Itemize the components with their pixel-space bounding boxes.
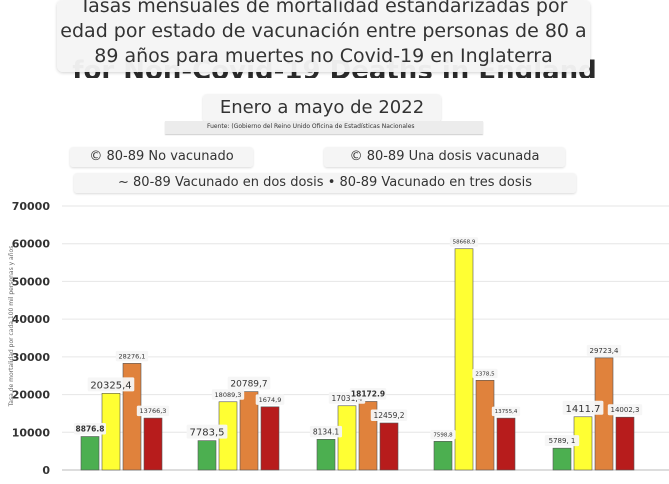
svg-text:1411.7: 1411.7 (566, 404, 601, 415)
svg-text:13766,3: 13766,3 (140, 407, 167, 415)
data-label: 20789,7 (227, 376, 271, 390)
svg-text:1674,9: 1674,9 (259, 396, 282, 404)
legend-item-unvaccinated[interactable]: © 80-89 No vacunado (70, 147, 253, 167)
data-label: 13755,4 (491, 406, 521, 417)
chart-subtitle: Enero a mayo de 2022 (203, 94, 441, 122)
bar (379, 422, 399, 471)
y-tick-label: 30000 (12, 351, 51, 364)
svg-text:17031,4: 17031,4 (331, 394, 362, 403)
y-tick-label: 70000 (12, 200, 51, 213)
bar (337, 405, 357, 471)
svg-text:58668,9: 58668,9 (453, 240, 476, 246)
chart-title: Tasas mensuales de mortalidad estandariz… (60, 0, 587, 67)
svg-text:28276,1: 28276,1 (119, 352, 146, 360)
data-label: 5789, 1 (544, 435, 580, 447)
bar (433, 441, 453, 471)
bar (197, 440, 217, 471)
data-label: 58668,9 (449, 237, 479, 247)
data-label: 7783,5 (186, 424, 228, 439)
svg-text:12459,2: 12459,2 (373, 411, 404, 420)
bar (239, 391, 259, 471)
bar (260, 406, 280, 471)
bar (316, 439, 336, 471)
y-tick-label: 20000 (12, 389, 51, 402)
data-label: 18172.9 (349, 387, 387, 400)
svg-text:8876.8: 8876.8 (76, 425, 105, 434)
y-tick-label: 0 (42, 464, 50, 477)
data-label: 28276,1 (115, 350, 149, 362)
data-label: 12459,2 (370, 409, 408, 422)
svg-text:8134.1: 8134.1 (313, 427, 339, 436)
svg-text:5789, 1: 5789, 1 (549, 437, 576, 445)
bar (475, 379, 495, 471)
bar (454, 248, 474, 471)
bar (496, 417, 516, 471)
chart-title-box: Tasas mensuales de mortalidad estandariz… (57, 0, 590, 72)
y-tick-label: 40000 (12, 313, 51, 326)
bar (552, 447, 572, 471)
data-label: 20325,4 (87, 377, 135, 392)
bar (615, 416, 635, 471)
data-label: 14002,3 (607, 404, 643, 416)
svg-text:20789,7: 20789,7 (230, 380, 267, 390)
bar (80, 436, 100, 471)
data-label: 2378,5 (472, 368, 498, 379)
chart-source: Fuente: (Gobierno del Reino Unido Oficin… (165, 121, 483, 134)
y-tick-label: 50000 (12, 275, 51, 288)
svg-text:18089,3: 18089,3 (215, 391, 242, 399)
legend-item-one-dose[interactable]: © 80-89 Una dosis vacunada (324, 147, 565, 167)
svg-text:18172.9: 18172.9 (351, 389, 385, 398)
svg-text:20325,4: 20325,4 (90, 380, 131, 391)
legend-item-two-three-doses[interactable]: ~ 80-89 Vacunado en dos dosis • 80-89 Va… (74, 173, 576, 193)
svg-text:29723,4: 29723,4 (590, 347, 619, 355)
data-label: 29723,4 (586, 344, 622, 356)
data-label: 8134.1 (309, 425, 343, 438)
svg-text:7783,5: 7783,5 (190, 428, 225, 439)
y-tick-label: 10000 (12, 426, 51, 439)
data-label: 18089,3 (211, 389, 245, 400)
svg-text:13755,4: 13755,4 (495, 409, 518, 415)
data-label: 8876.8 (73, 423, 107, 435)
svg-text:14002,3: 14002,3 (611, 406, 640, 414)
svg-text:7598,8: 7598,8 (433, 432, 453, 438)
bar (143, 417, 163, 471)
y-tick-label: 60000 (12, 238, 51, 251)
data-label: 1411.7 (562, 400, 604, 415)
data-label: 7598,8 (430, 429, 456, 440)
svg-text:2378,5: 2378,5 (475, 371, 495, 377)
data-label: 13766,3 (136, 405, 170, 417)
data-label: 1674,9 (255, 394, 285, 405)
